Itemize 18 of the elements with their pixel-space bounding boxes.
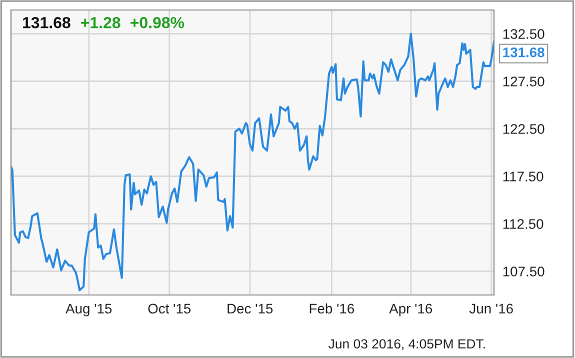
y-tick-label: 122.50: [503, 124, 544, 134]
y-tick-label: 107.50: [503, 266, 544, 276]
annotation: +0.98%: [130, 16, 184, 28]
annotation: 131.68: [23, 16, 70, 28]
x-tick-label: Aug '15: [66, 304, 112, 316]
annotation: 131.68: [503, 47, 544, 58]
y-tick-label: 117.50: [503, 172, 544, 182]
x-tick-label: Dec '15: [228, 304, 273, 314]
annotation: +1.28: [81, 16, 120, 28]
y-tick-label: 112.50: [503, 219, 544, 229]
x-tick-label: Apr '16: [389, 304, 432, 316]
y-tick-label: 127.50: [503, 76, 544, 86]
x-tick-label: Jun '16: [469, 304, 513, 314]
x-tick-label: Oct '15: [148, 304, 191, 314]
text: Jun 03 2016, 4:05PM EDT.: [328, 339, 485, 350]
line-series: [11, 32, 494, 292]
x-tick-label: Feb '16: [310, 303, 354, 314]
y-tick-label: 132.50: [503, 29, 544, 39]
